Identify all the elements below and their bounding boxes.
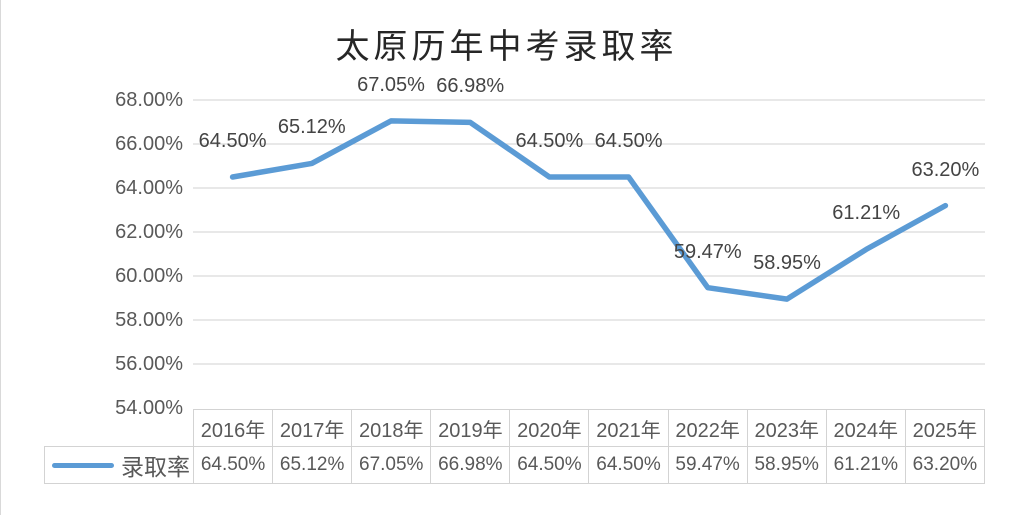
data-label: 64.50% <box>515 130 584 152</box>
data-label: 59.47% <box>673 240 742 263</box>
value-cell: 61.21% <box>825 446 906 484</box>
left-edge-line <box>0 0 1 515</box>
category-cell: 2025年 <box>904 409 985 447</box>
data-label: 64.50% <box>594 130 663 152</box>
legend-cell: 录取率 <box>44 446 194 484</box>
value-cell: 64.50% <box>588 446 669 484</box>
y-axis-tick-label: 68.00% <box>115 89 183 111</box>
category-cell: 2016年 <box>193 409 274 447</box>
y-axis-tick-label: 60.00% <box>115 265 183 287</box>
category-cell: 2021年 <box>588 409 669 447</box>
value-cell: 67.05% <box>351 446 432 484</box>
value-cell: 66.98% <box>430 446 511 484</box>
y-axis-tick-label: 64.00% <box>115 177 183 199</box>
data-label: 66.98% <box>436 75 505 98</box>
value-cell: 58.95% <box>746 446 827 484</box>
legend-series-name: 录取率 <box>121 455 190 480</box>
chart-title: 太原历年中考录取率 <box>335 29 678 66</box>
category-cell: 2019年 <box>430 409 511 447</box>
category-cell: 2024年 <box>825 409 906 447</box>
y-axis-tick-label: 62.00% <box>115 221 183 243</box>
category-row: 2016年 2017年 2018年 2019年 2020年 2021年 2022年 2023年… <box>193 409 985 447</box>
data-label: 65.12% <box>277 116 346 139</box>
category-cell: 2023年 <box>746 409 827 447</box>
data-label: 58.95% <box>753 252 821 275</box>
value-cell: 64.50% <box>193 446 274 484</box>
y-axis-tick-label: 66.00% <box>115 133 183 155</box>
legend-line-icon <box>52 462 114 468</box>
value-cell: 59.47% <box>667 446 748 484</box>
data-label: 67.05% <box>357 73 425 96</box>
data-label: 63.20% <box>911 158 980 181</box>
category-cell: 2017年 <box>272 409 353 447</box>
data-label: 64.50% <box>198 130 267 152</box>
y-axis-tick-label: 56.00% <box>115 353 183 375</box>
value-cell: 64.50% <box>509 446 590 484</box>
value-cell: 63.20% <box>904 446 985 484</box>
data-label: 61.21% <box>832 202 901 225</box>
y-axis-tick-label: 58.00% <box>115 309 183 331</box>
series-line <box>229 118 949 302</box>
value-row: 64.50% 65.12% 67.05% 66.98% 64.50% 64.50% 59.4… <box>193 446 985 484</box>
y-axis-tick-label: 54.00% <box>115 397 183 419</box>
value-cell: 65.12% <box>272 446 353 484</box>
category-cell: 2018年 <box>351 409 432 447</box>
category-cell: 2022年 <box>667 409 748 447</box>
category-cell: 2020年 <box>509 409 590 447</box>
